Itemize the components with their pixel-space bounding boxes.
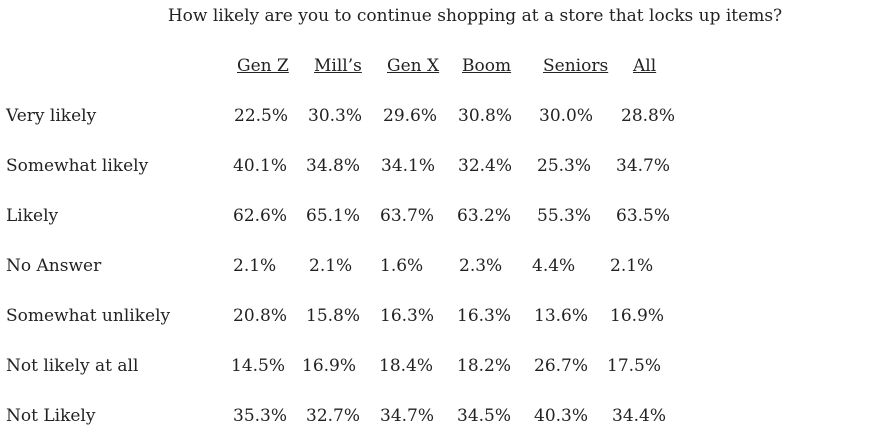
row-label: Likely — [6, 206, 59, 226]
table-cell: 63.2% — [457, 206, 512, 226]
table-cell: 30.0% — [539, 106, 594, 126]
row-label: Very likely — [6, 106, 97, 126]
table-cell: 55.3% — [537, 206, 592, 226]
table-cell: 34.8% — [306, 156, 361, 176]
table-cell: 4.4% — [532, 256, 576, 276]
table-cell: 1.6% — [380, 256, 424, 276]
column-header-all: All — [633, 56, 657, 76]
column-header-seniors: Seniors — [543, 56, 609, 76]
table-cell: 13.6% — [534, 306, 589, 326]
table-cell: 18.4% — [379, 356, 434, 376]
table-cell: 34.5% — [457, 406, 512, 426]
table-cell: 34.1% — [381, 156, 436, 176]
table-cell: 63.5% — [616, 206, 671, 226]
table-cell: 22.5% — [234, 106, 289, 126]
table-cell: 65.1% — [306, 206, 361, 226]
table-cell: 15.8% — [306, 306, 361, 326]
table-cell: 25.3% — [537, 156, 592, 176]
row-label: Not Likely — [6, 406, 96, 426]
table-cell: 2.1% — [233, 256, 277, 276]
table-cell: 34.7% — [380, 406, 435, 426]
table-cell: 16.3% — [380, 306, 435, 326]
column-header-gen-x: Gen X — [387, 56, 440, 76]
table-cell: 26.7% — [534, 356, 589, 376]
page-title: How likely are you to continue shopping … — [167, 6, 783, 26]
table-cell: 30.8% — [458, 106, 513, 126]
table-cell: 17.5% — [607, 356, 662, 376]
table-cell: 62.6% — [233, 206, 288, 226]
table-cell: 18.2% — [457, 356, 512, 376]
row-label: No Answer — [6, 256, 102, 276]
column-header-gen-z: Gen Z — [237, 56, 289, 76]
table-cell: 32.4% — [458, 156, 513, 176]
table-cell: 16.9% — [302, 356, 357, 376]
table-cell: 14.5% — [231, 356, 286, 376]
table-cell: 40.3% — [534, 406, 589, 426]
table-cell: 29.6% — [383, 106, 438, 126]
table-cell: 2.1% — [309, 256, 353, 276]
table-cell: 30.3% — [308, 106, 363, 126]
column-header-boomers: Boom — [462, 56, 512, 76]
table-cell: 2.1% — [610, 256, 654, 276]
row-label: Somewhat likely — [6, 156, 149, 176]
table-cell: 16.3% — [457, 306, 512, 326]
column-header-millennials: Mill’s — [314, 56, 362, 76]
table-cell: 16.9% — [610, 306, 665, 326]
table-cell: 35.3% — [233, 406, 288, 426]
row-label: Not likely at all — [6, 356, 139, 376]
table-cell: 34.4% — [612, 406, 667, 426]
table-cell: 63.7% — [380, 206, 435, 226]
table-cell: 2.3% — [459, 256, 503, 276]
table-cell: 34.7% — [616, 156, 671, 176]
table-cell: 32.7% — [306, 406, 361, 426]
table-cell: 28.8% — [621, 106, 676, 126]
table-cell: 40.1% — [233, 156, 288, 176]
row-label: Somewhat unlikely — [6, 306, 171, 326]
table-cell: 20.8% — [233, 306, 288, 326]
